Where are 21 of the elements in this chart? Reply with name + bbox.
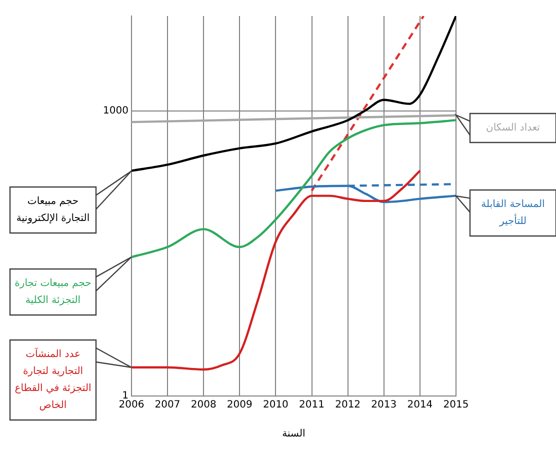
x-tick-label: 2011 — [299, 400, 324, 411]
x-tick-label: 2010 — [262, 400, 288, 411]
text: حجم مبيعات التجارة الإلكترونية — [16, 196, 90, 224]
x-tick-label: 2012 — [335, 400, 361, 411]
x-tick-label: 2007 — [154, 400, 180, 411]
line-series — [131, 119, 456, 258]
line-series — [131, 170, 422, 371]
x-tick-label: 2013 — [371, 400, 397, 411]
x-tick-label: 2014 — [407, 400, 433, 411]
x-tick-label: 2015 — [443, 400, 469, 411]
x-axis-title: السنة — [282, 428, 306, 440]
line-series — [274, 184, 456, 204]
x-tick-label: 2009 — [226, 400, 252, 411]
x-tick-label: 2008 — [190, 400, 216, 411]
x-tick-label: 2006 — [118, 400, 144, 411]
line-series — [131, 16, 456, 172]
y-tick-label: 1000 — [102, 106, 128, 117]
text: حجم مبيعات تجارة التجزئة الكلية — [14, 278, 92, 306]
text: عدد المنشآت التجارية لتجارة التجزئة في القطاع الخاص — [14, 347, 92, 412]
text: تعداد السكان — [486, 122, 540, 134]
text: المساحة القابلة للتأجير — [481, 199, 545, 228]
